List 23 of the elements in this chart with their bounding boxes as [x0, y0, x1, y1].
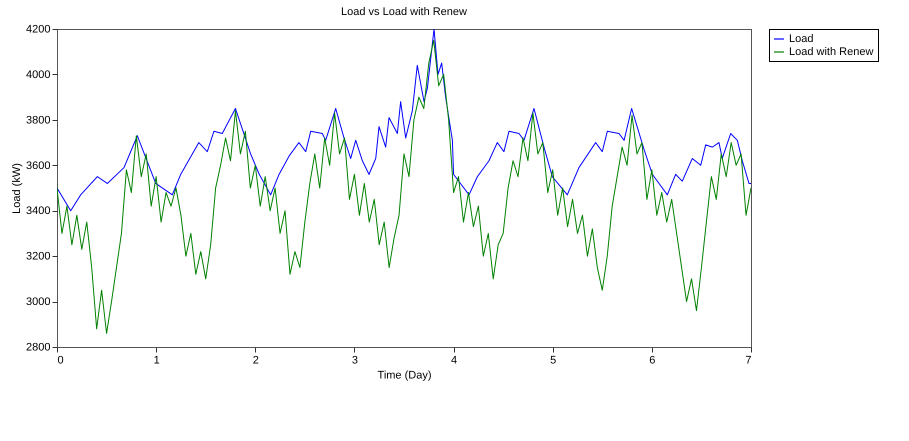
x-tick-label: 5	[550, 354, 556, 366]
x-tick-label: 7	[745, 354, 752, 366]
y-tick-label: 4000	[26, 68, 50, 81]
y-tick-label: 4200	[26, 24, 50, 36]
chart-title: Load vs Load with Renew	[341, 6, 468, 18]
y-tick-label: 3600	[26, 160, 50, 172]
y-tick-label: 3400	[26, 205, 50, 218]
y-axis-title: Load (kW)	[11, 163, 24, 214]
line-series	[57, 29, 751, 212]
x-tick-label: 3	[352, 354, 358, 366]
x-tick-label: 1	[154, 354, 160, 366]
x-tick-label: 0	[58, 354, 64, 366]
legend-label: Load	[789, 33, 814, 45]
y-tick-label: 2800	[26, 342, 50, 354]
y-tick-label: 3800	[26, 114, 50, 126]
x-tick-label: 4	[451, 354, 458, 366]
legend-label: Load with Renew	[789, 46, 874, 58]
y-tick-label: 3000	[26, 296, 50, 308]
y-tick-label: 3200	[26, 250, 50, 263]
line-series	[57, 40, 751, 334]
x-tick-label: 2	[252, 354, 259, 366]
x-axis-title: Time (Day)	[378, 370, 432, 382]
x-tick-label: 6	[649, 354, 656, 366]
